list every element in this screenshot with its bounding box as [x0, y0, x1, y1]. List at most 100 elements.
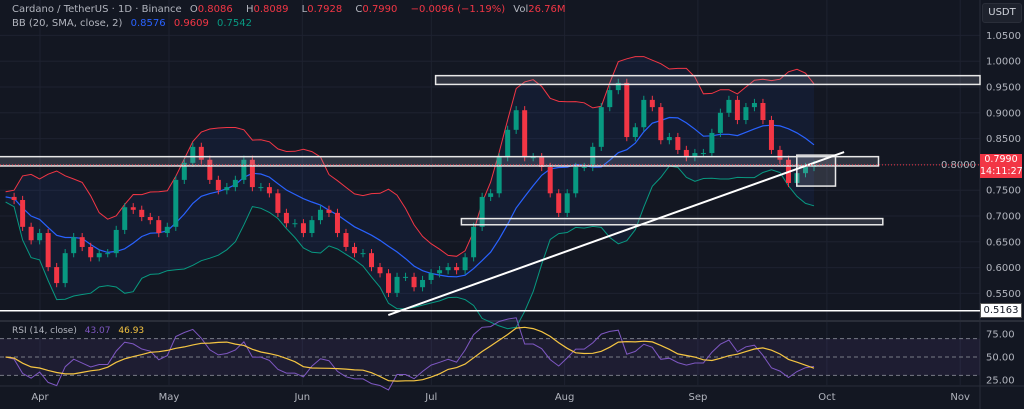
candle	[130, 207, 136, 210]
candle	[232, 179, 238, 188]
candle	[173, 179, 179, 227]
candle	[37, 233, 43, 241]
time-axis-label: Nov	[950, 392, 970, 403]
candle	[598, 107, 604, 147]
candle-countdown: 14:11:27	[980, 166, 1023, 177]
candle	[505, 129, 511, 158]
candle	[198, 146, 204, 160]
candle	[751, 102, 757, 108]
candle	[88, 246, 94, 258]
price-axis-label: 0.6500	[986, 237, 1021, 248]
candle	[760, 102, 766, 121]
candle	[428, 273, 434, 280]
candle	[334, 212, 340, 234]
close-value: 0.7990	[362, 4, 398, 15]
candle	[539, 157, 545, 167]
candle	[581, 166, 587, 168]
candle	[45, 233, 51, 268]
candle	[675, 137, 681, 150]
candle	[113, 229, 119, 254]
bb-upper: 0.9609	[173, 18, 209, 29]
candle	[683, 149, 689, 158]
time-axis-label: May	[159, 392, 180, 403]
candle	[692, 153, 698, 158]
candle	[556, 193, 562, 213]
currency-button[interactable]: USDT	[982, 3, 1022, 23]
candle	[454, 267, 460, 271]
candle	[632, 127, 638, 138]
candle	[369, 253, 375, 268]
candle	[394, 276, 400, 293]
bb-legend[interactable]: BB (20, SMA, close, 2) 0.8576 0.9609 0.7…	[12, 18, 252, 29]
time-axis-label: Jun	[293, 392, 310, 403]
rsi-axis-label: 50.00	[986, 353, 1015, 364]
time-axis-label: Apr	[31, 392, 49, 403]
candle	[717, 112, 723, 133]
time-axis-label: Oct	[818, 392, 835, 403]
rsi-axis-label: 75.00	[986, 330, 1015, 341]
candle	[122, 207, 128, 230]
candle	[726, 99, 732, 113]
candle	[139, 209, 145, 218]
candle	[275, 193, 281, 213]
candle	[547, 166, 553, 194]
candle	[258, 187, 264, 189]
rsi-legend[interactable]: RSI (14, close) 43.07 46.93	[12, 326, 145, 336]
candle	[386, 273, 392, 293]
candle	[615, 82, 621, 91]
candle	[181, 162, 187, 180]
rsi-value: 43.07	[84, 326, 111, 336]
candle	[496, 157, 502, 194]
candle	[241, 159, 247, 180]
time-axis-label: Aug	[555, 392, 575, 403]
candle	[283, 212, 289, 224]
price-axis-label: 0.7500	[986, 186, 1021, 197]
candle	[411, 276, 417, 288]
candle	[20, 200, 26, 227]
last-price-tag: 0.7990 14:11:27	[980, 154, 1023, 178]
zone-box	[460, 217, 884, 226]
candle	[573, 166, 579, 194]
candle	[54, 267, 60, 284]
change-value: −0.0096 (−1.19%)	[410, 4, 506, 15]
bb-basis-line	[5, 116, 815, 278]
price-axis-label: 0.8500	[986, 134, 1021, 145]
candle	[224, 187, 230, 191]
candle	[445, 267, 451, 271]
zone-box	[434, 74, 981, 86]
candle	[351, 246, 357, 254]
price-axis-label: 1.0500	[986, 31, 1021, 42]
candle	[11, 196, 17, 201]
candle	[471, 226, 477, 258]
trendline	[387, 151, 845, 317]
candle	[437, 270, 443, 274]
candle	[649, 99, 655, 108]
candle	[607, 90, 613, 108]
candle	[743, 107, 749, 121]
candle	[768, 120, 774, 150]
candle	[28, 226, 34, 241]
candle	[403, 276, 409, 278]
price-axis-label: 0.6000	[986, 263, 1021, 274]
candle	[164, 226, 170, 234]
candle	[300, 223, 306, 234]
candle	[105, 253, 111, 255]
candle	[658, 107, 664, 141]
candle	[666, 137, 672, 141]
candle	[71, 237, 77, 254]
candle	[462, 257, 468, 271]
candle	[709, 132, 715, 154]
candle	[266, 187, 272, 194]
candle	[156, 220, 162, 234]
candle	[377, 267, 383, 274]
candle	[79, 237, 85, 247]
candle	[292, 223, 298, 225]
candle	[734, 99, 740, 121]
candle	[802, 166, 808, 174]
low-value: 0.7928	[307, 4, 343, 15]
candle	[641, 99, 647, 128]
rsi-line	[5, 317, 815, 391]
bb-lower: 0.7542	[217, 18, 252, 29]
time-axis-label: Sep	[688, 392, 707, 403]
